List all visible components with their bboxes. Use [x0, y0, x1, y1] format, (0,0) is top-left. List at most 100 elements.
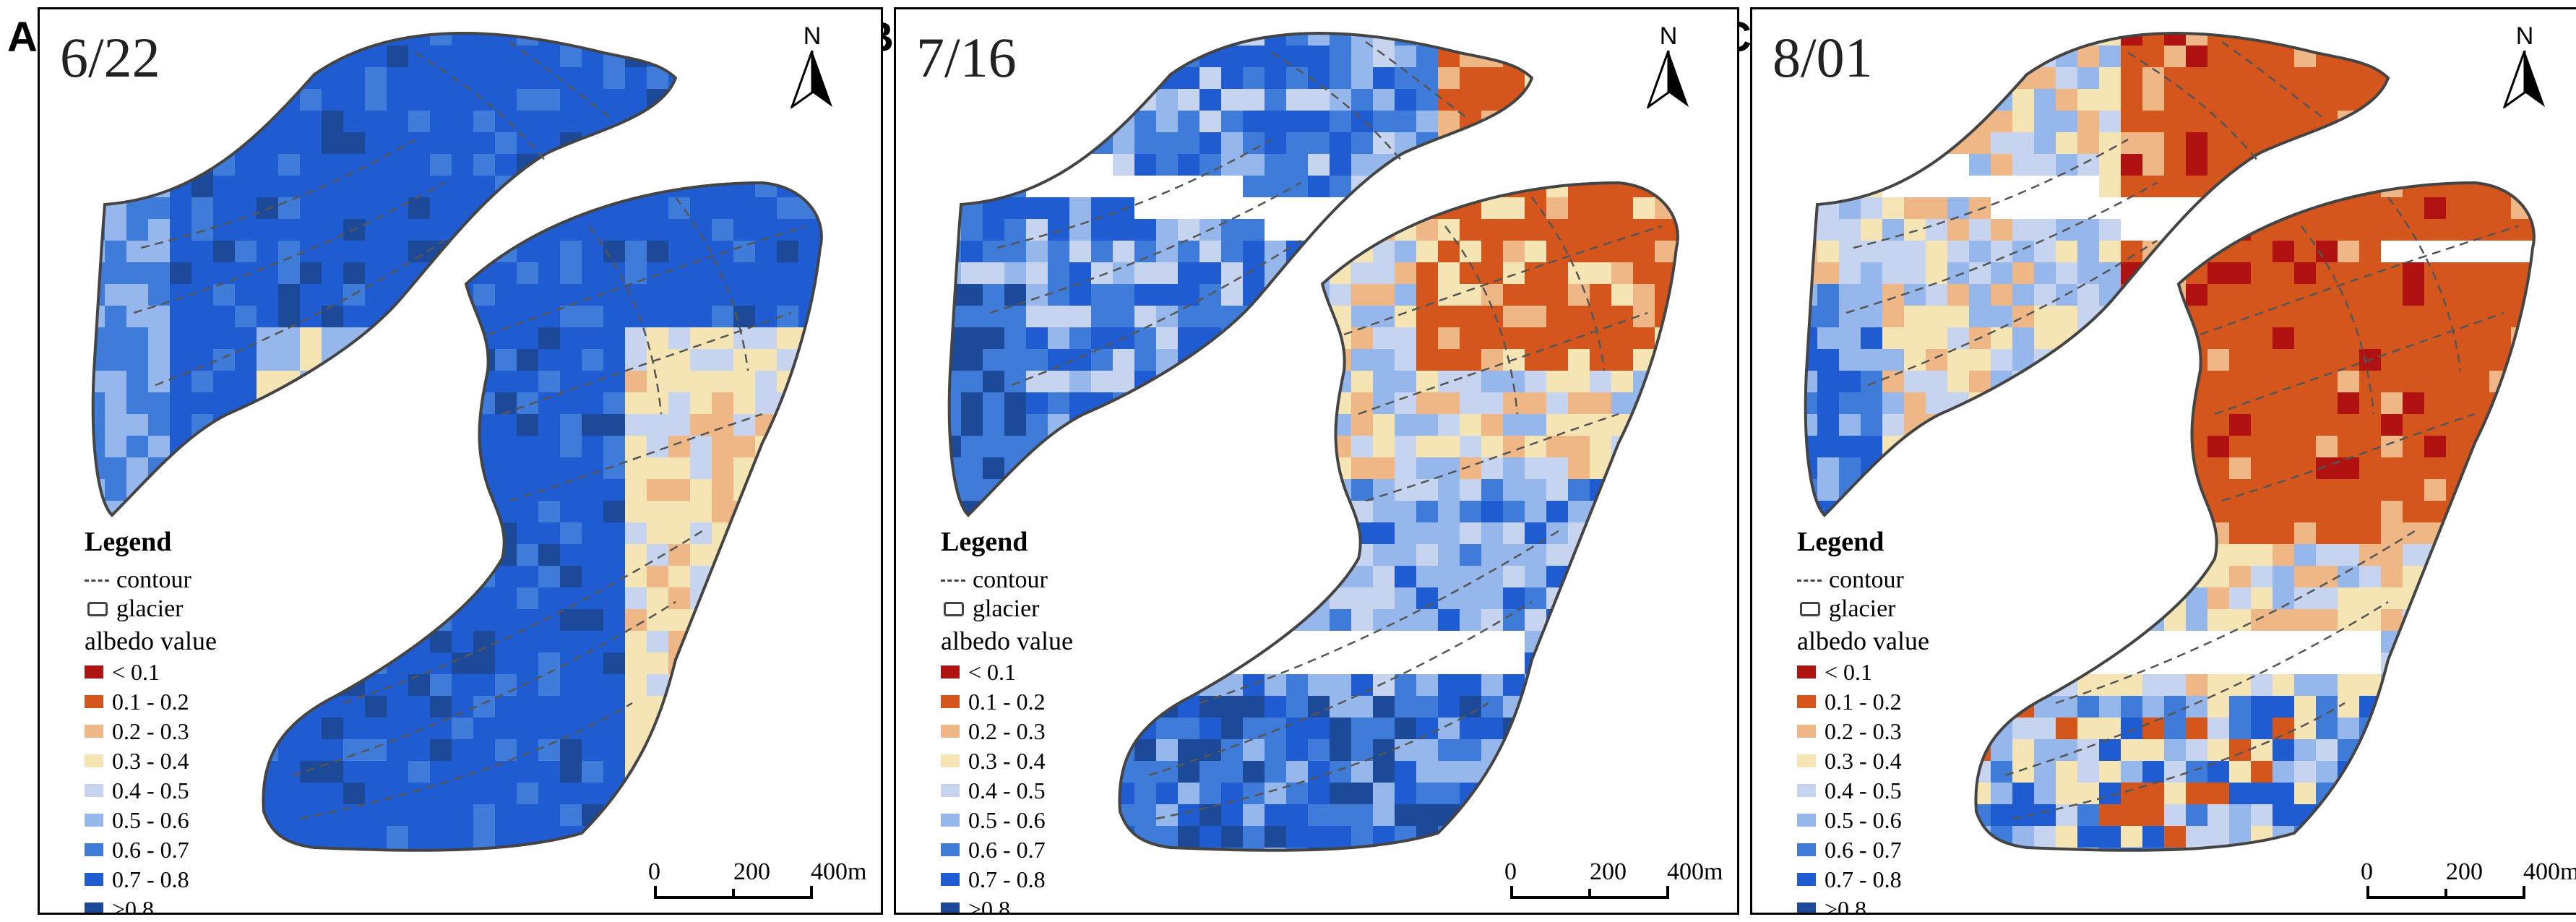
albedo-pixel [1156, 392, 1179, 415]
albedo-swatch [1797, 665, 1816, 678]
albedo-pixel [1416, 739, 1439, 762]
albedo-pixel [2142, 436, 2165, 458]
albedo-pixel [1119, 587, 1135, 610]
albedo-pixel [1373, 371, 1395, 393]
albedo-pixel [452, 176, 474, 198]
albedo-pixel [1026, 219, 1048, 241]
albedo-pixel [2511, 739, 2533, 762]
albedo-pixel [2056, 436, 2078, 458]
albedo-pixel [2099, 696, 2121, 718]
map-panel-a: 6/22 N Legend contour glacier albedo val… [38, 7, 883, 915]
albedo-pixel [1839, 262, 1861, 285]
albedo-pixel [473, 132, 496, 155]
albedo-pixel [2338, 241, 2360, 263]
legend-contour-row: contour [941, 566, 1073, 595]
albedo-pixel [1991, 479, 2013, 501]
albedo-swatch [85, 694, 103, 708]
albedo-pixel [495, 176, 517, 198]
albedo-pixel [1503, 219, 1525, 241]
albedo-pixel [1265, 652, 1287, 675]
albedo-pixel [2034, 327, 2056, 350]
albedo-pixel [798, 479, 821, 501]
albedo-pixel [365, 479, 387, 501]
albedo-pixel [430, 262, 452, 285]
albedo-pixel [343, 414, 366, 436]
albedo-pixel [1611, 652, 1634, 675]
albedo-pixel [170, 154, 192, 176]
date-label: 7/16 [916, 26, 1017, 89]
albedo-pixel [1611, 609, 1634, 632]
albedo-pixel [2056, 414, 2078, 436]
albedo-pixel [2251, 327, 2273, 350]
albedo-pixel [2424, 609, 2447, 632]
albedo-pixel [257, 154, 279, 176]
albedo-pixel [983, 501, 1005, 516]
albedo-pixel [820, 826, 822, 848]
albedo-pixel [1330, 544, 1352, 566]
albedo-pixel [1119, 826, 1135, 848]
albedo-pixel [1438, 696, 1460, 718]
albedo-pixel [2533, 457, 2534, 480]
albedo-pixel [343, 436, 366, 458]
albedo-pixel [2511, 566, 2533, 588]
albedo-pixel [2099, 479, 2121, 501]
albedo-pixel [322, 111, 344, 133]
albedo-pixel [2207, 197, 2230, 220]
albedo-pixel [668, 761, 691, 783]
albedo-pixel [1817, 371, 1840, 393]
albedo-pixel [961, 284, 983, 306]
albedo-pixel [2273, 696, 2295, 718]
albedo-pixel [365, 349, 387, 371]
albedo-pixel [452, 306, 474, 328]
albedo-pixel [1351, 67, 1374, 90]
albedo-pixel [2186, 241, 2208, 263]
albedo-pixel [1416, 262, 1439, 285]
albedo-pixel [2468, 652, 2490, 675]
albedo-pixel [1265, 761, 1287, 783]
albedo-pixel [1525, 414, 1547, 436]
albedo-pixel [2099, 479, 2121, 501]
albedo-pixel [2251, 176, 2273, 198]
albedo-pixel [452, 306, 474, 328]
albedo-pixel [1026, 479, 1048, 501]
albedo-pixel [343, 414, 366, 436]
albedo-pixel [961, 392, 983, 415]
albedo-pixel [1926, 479, 1948, 501]
albedo-pixel [690, 327, 712, 350]
albedo-pixel [452, 522, 474, 545]
albedo-pixel [1199, 739, 1222, 762]
albedo-pixel [2186, 197, 2208, 220]
albedo-pixel [2403, 479, 2425, 501]
albedo-pixel [1243, 457, 1265, 480]
albedo-pixel [1026, 327, 1048, 350]
albedo-pixel [983, 89, 1005, 111]
albedo-pixel [2099, 739, 2121, 762]
albedo-pixel [430, 262, 452, 285]
albedo-pixel [2142, 826, 2165, 848]
albedo-pixel [755, 306, 777, 328]
albedo-pixel [148, 219, 171, 241]
albedo-pixel [2056, 262, 2078, 285]
albedo-pixel [2533, 804, 2534, 827]
albedo-pixel [777, 783, 799, 805]
albedo-pixel [668, 696, 691, 718]
albedo-pixel [365, 349, 387, 371]
albedo-pixel [1416, 457, 1439, 480]
albedo-pixel [1221, 67, 1244, 90]
albedo-pixel [1221, 241, 1244, 263]
albedo-pixel [213, 327, 236, 350]
albedo-pixel [1134, 674, 1157, 697]
albedo-pixel [1503, 33, 1525, 46]
albedo-pixel [343, 631, 366, 653]
albedo-pixel [2099, 241, 2121, 263]
albedo-pixel [2424, 652, 2447, 675]
albedo-pixel [408, 522, 431, 545]
albedo-pixel [625, 306, 647, 328]
albedo-class-label: < 0.1 [968, 658, 1017, 685]
albedo-pixel [2142, 436, 2165, 458]
albedo-pixel [1069, 414, 1092, 436]
albedo-pixel [1134, 219, 1157, 241]
albedo-pixel [387, 392, 409, 415]
albedo-pixel [1991, 652, 2013, 675]
albedo-pixel [387, 457, 409, 480]
